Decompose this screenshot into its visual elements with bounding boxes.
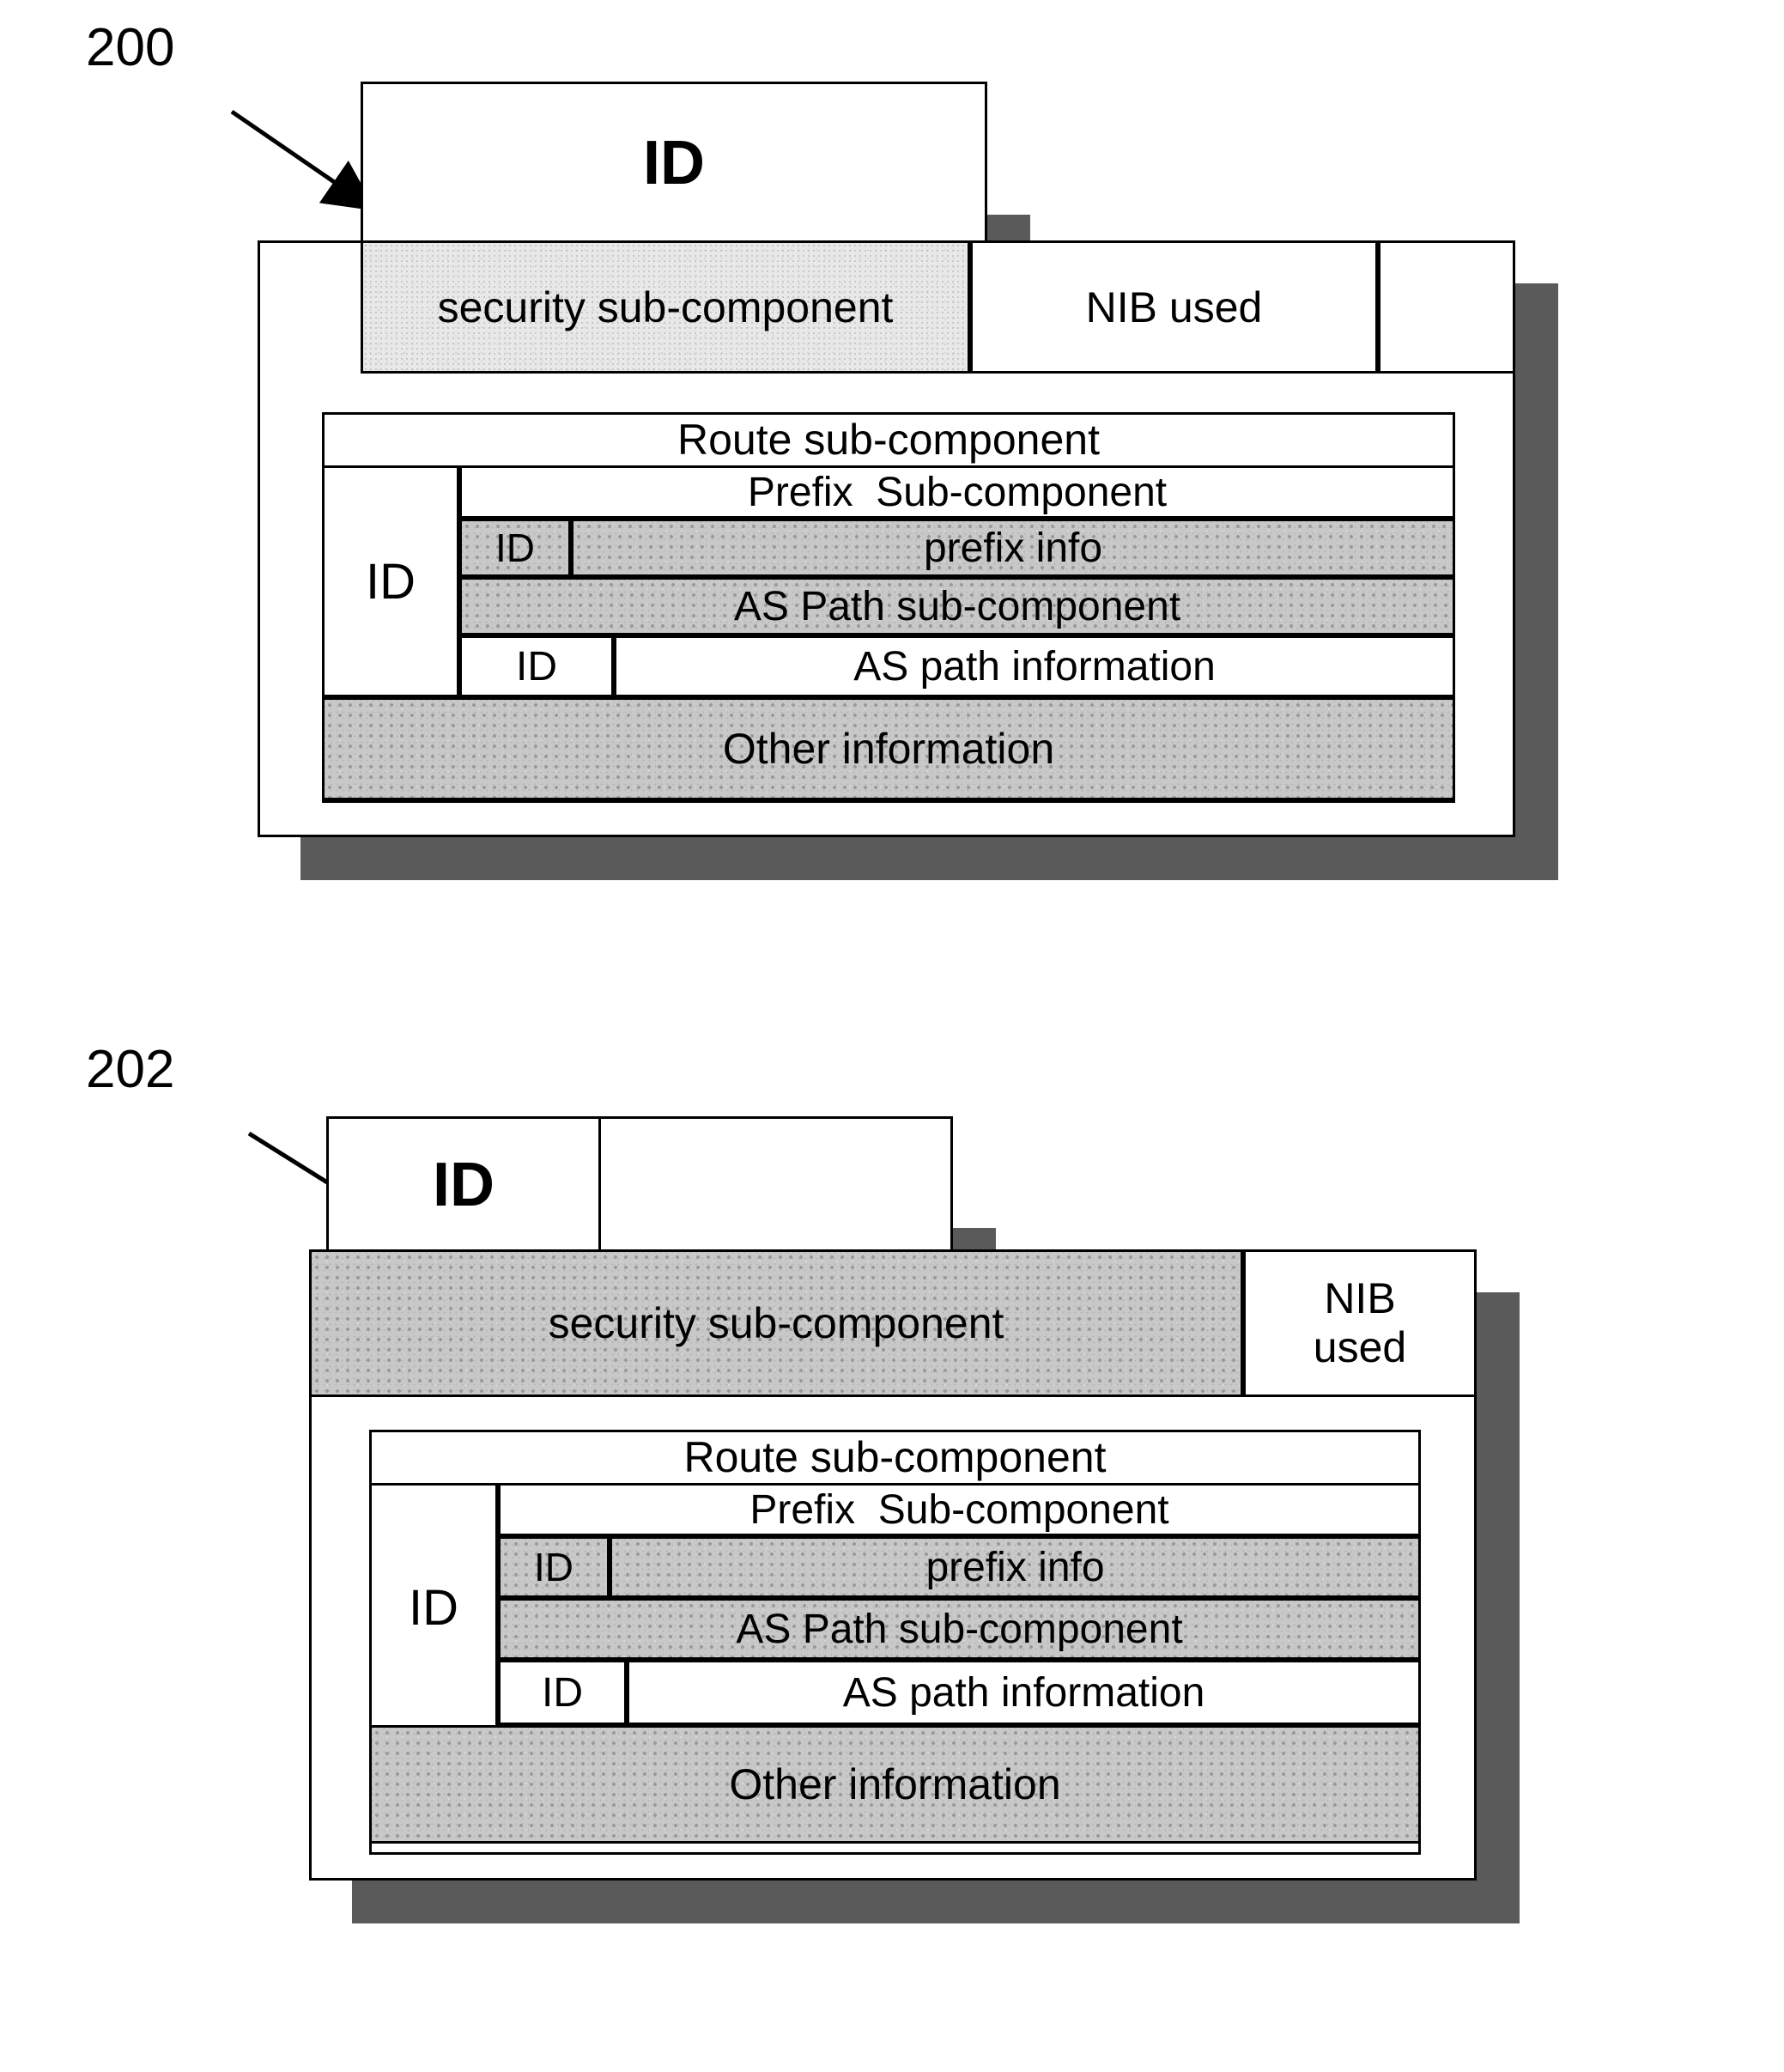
- b-nib-line2: used: [1314, 1323, 1406, 1373]
- b-other-info: Other information: [369, 1725, 1421, 1844]
- b-tab-id: ID: [326, 1116, 601, 1254]
- b-security-subcomponent: security sub-component: [309, 1249, 1243, 1397]
- b-prefix-header: Prefix Sub-component: [498, 1483, 1421, 1536]
- b-nib-line1: NIB: [1324, 1274, 1395, 1324]
- b-prefix-id: ID: [498, 1536, 610, 1598]
- b-route-id: ID: [369, 1483, 498, 1732]
- b-aspath-header: AS Path sub-component: [498, 1598, 1421, 1660]
- b-nib-used: NIB used: [1243, 1249, 1477, 1397]
- b-route-header: Route sub-component: [369, 1431, 1421, 1483]
- b-aspath-info: AS path information: [627, 1660, 1421, 1725]
- b-prefix-info: prefix info: [610, 1536, 1421, 1598]
- b-aspath-id: ID: [498, 1660, 627, 1725]
